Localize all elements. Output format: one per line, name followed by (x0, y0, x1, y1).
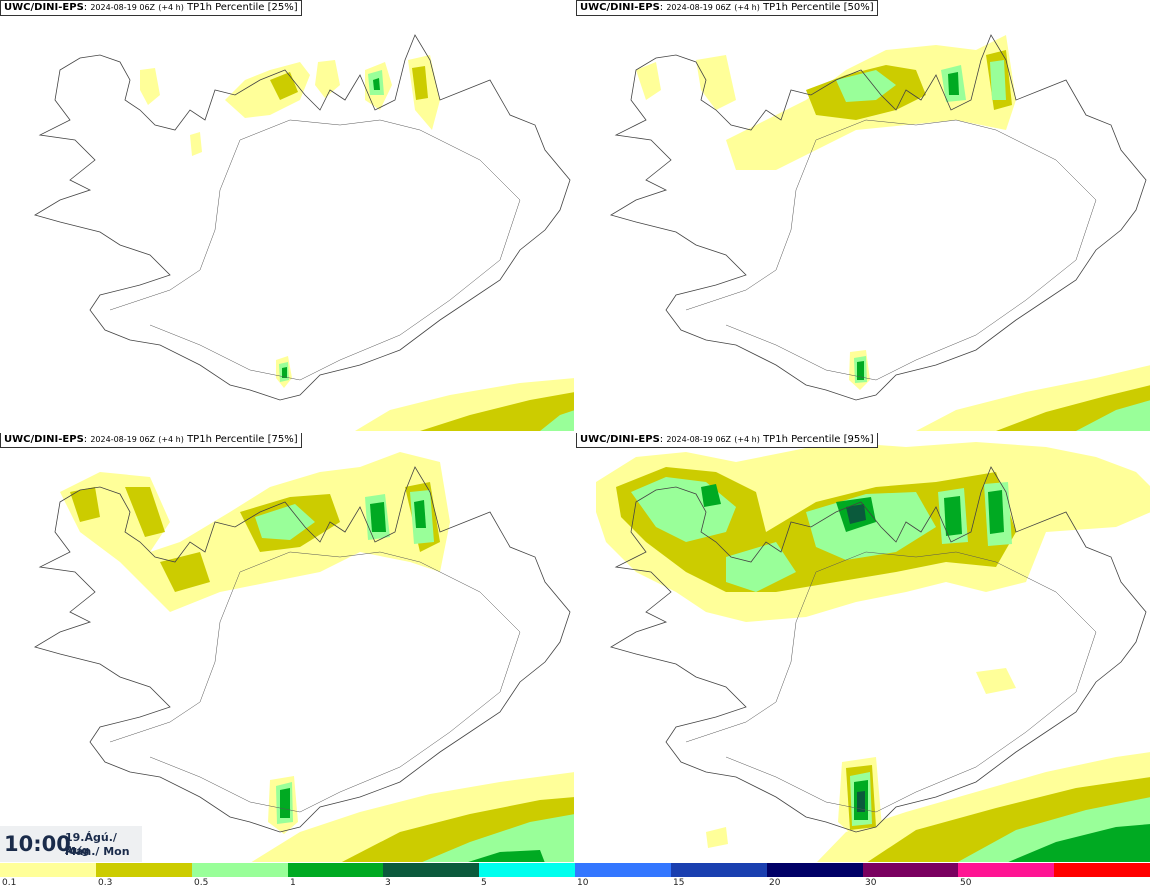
iceland-coastline (33, 34, 571, 401)
precip-area-mid (836, 70, 896, 102)
panel-title: UWC/DINI-EPS: 2024-08-19 06Z (+4 h) TP1h… (0, 0, 302, 16)
model-name: UWC/DINI-EPS (4, 2, 84, 13)
precip-area-dark (280, 788, 290, 818)
precip-area-darkest (846, 504, 866, 524)
lead-time: (+4 h) (734, 435, 760, 444)
precip-area-dark (373, 78, 380, 90)
model-name: UWC/DINI-EPS (580, 2, 660, 13)
legend-swatch (192, 863, 288, 877)
precip-area-lightest (190, 132, 202, 156)
legend-swatch (671, 863, 767, 877)
lead-time: (+4 h) (158, 435, 184, 444)
road-network (685, 119, 1097, 381)
legend-swatch (767, 863, 863, 877)
map-panel-p75: UWC/DINI-EPS: 2024-08-19 06Z (+4 h) TP1h… (0, 432, 575, 863)
precip-area-lightest (976, 668, 1016, 694)
map-canvas (596, 442, 1150, 863)
run-time: 2024-08-19 06Z (666, 435, 732, 444)
legend-tick-label: 3 (385, 878, 391, 888)
legend-tick-label: 30 (865, 878, 877, 888)
precip-area-dark (1006, 824, 1150, 863)
valid-time-box: 10:00 19.Ágú./ Aug Mán./ Mon (0, 826, 142, 862)
map-panel-p25: UWC/DINI-EPS: 2024-08-19 06Z (+4 h) TP1h… (0, 0, 575, 431)
field-name: TP1h Percentile [25%] (187, 2, 298, 13)
precip-area-light (70, 487, 100, 522)
road-network (685, 551, 1097, 813)
legend-swatch (1054, 863, 1150, 877)
legend-swatch (383, 863, 479, 877)
precip-area-dark (944, 496, 962, 536)
precip-area-mid (540, 410, 575, 431)
run-time: 2024-08-19 06Z (90, 3, 156, 12)
valid-date: 19.Ágú./ Aug (65, 831, 117, 857)
map-canvas (33, 452, 575, 863)
map-panel-p95: UWC/DINI-EPS: 2024-08-19 06Z (+4 h) TP1h… (576, 432, 1150, 863)
panel-title: UWC/DINI-EPS: 2024-08-19 06Z (+4 h) TP1h… (0, 432, 302, 448)
precip-area-lightest (636, 62, 661, 100)
precip-area-dark (948, 72, 959, 95)
field-name: TP1h Percentile [95%] (763, 434, 874, 445)
field-name: TP1h Percentile [75%] (187, 434, 298, 445)
legend-swatch (575, 863, 671, 877)
map-panel-p50: UWC/DINI-EPS: 2024-08-19 06Z (+4 h) TP1h… (576, 0, 1150, 431)
road-network (109, 551, 521, 813)
legend-tick-label: 15 (673, 878, 685, 888)
model-name: UWC/DINI-EPS (580, 434, 660, 445)
precip-area-dark (701, 484, 721, 507)
precip-area-darkest (857, 791, 865, 812)
precip-area-dark (282, 367, 287, 378)
precip-area-lightest (140, 68, 160, 105)
precip-area-lightest (706, 827, 728, 848)
run-time: 2024-08-19 06Z (90, 435, 156, 444)
panel-title: UWC/DINI-EPS: 2024-08-19 06Z (+4 h) TP1h… (576, 432, 878, 448)
legend-swatch (958, 863, 1054, 877)
iceland-coastline (609, 466, 1147, 833)
precip-area-mid (990, 60, 1006, 100)
legend-tick-label: 10 (577, 878, 589, 888)
model-name: UWC/DINI-EPS (4, 434, 84, 445)
valid-time: 10:00 (4, 832, 71, 856)
panel-divider-horizontal (0, 431, 1150, 433)
legend-tick-label: 0.1 (2, 878, 17, 888)
valid-day: Mán./ Mon (65, 845, 130, 858)
legend-tick-label: 50 (960, 878, 972, 888)
legend-tick-label: 0.3 (98, 878, 113, 888)
precip-area-mid (255, 504, 315, 540)
legend-tick-label: 5 (481, 878, 487, 888)
legend-swatch (288, 863, 384, 877)
legend-swatch (479, 863, 575, 877)
precip-area-mid (726, 542, 796, 592)
legend-tick-label: 1 (290, 878, 296, 888)
legend-tick-label: 0.5 (194, 878, 209, 888)
precip-color-legend: 0.1 0.3 0.5 1 3 5 10 15 20 30 50 (0, 862, 1150, 891)
precip-area-dark (465, 850, 545, 863)
legend-swatch (863, 863, 959, 877)
panel-title: UWC/DINI-EPS: 2024-08-19 06Z (+4 h) TP1h… (576, 0, 878, 16)
precip-area-dark (857, 361, 864, 380)
precip-area-light (125, 487, 165, 537)
precip-area-mid (1076, 400, 1150, 431)
field-name: TP1h Percentile [50%] (763, 2, 874, 13)
precip-area-light (160, 552, 210, 592)
road-network (109, 119, 521, 381)
iceland-coastline (609, 34, 1147, 401)
precip-area-lightest (225, 62, 310, 118)
lead-time: (+4 h) (734, 3, 760, 12)
legend-swatch (0, 863, 96, 877)
run-time: 2024-08-19 06Z (666, 3, 732, 12)
iceland-coastline (33, 466, 571, 833)
precip-area-dark (988, 490, 1004, 534)
precip-area-dark (370, 502, 386, 532)
legend-tick-label: 20 (769, 878, 781, 888)
map-canvas (609, 34, 1150, 431)
precip-area-lightest (696, 55, 736, 110)
precip-area-lightest (315, 60, 340, 98)
legend-swatch (96, 863, 192, 877)
precip-area-light (420, 392, 575, 431)
precip-area-light (270, 72, 298, 100)
precip-area-light (412, 66, 428, 100)
map-canvas (33, 34, 575, 431)
precip-area-dark (414, 500, 426, 528)
lead-time: (+4 h) (158, 3, 184, 12)
